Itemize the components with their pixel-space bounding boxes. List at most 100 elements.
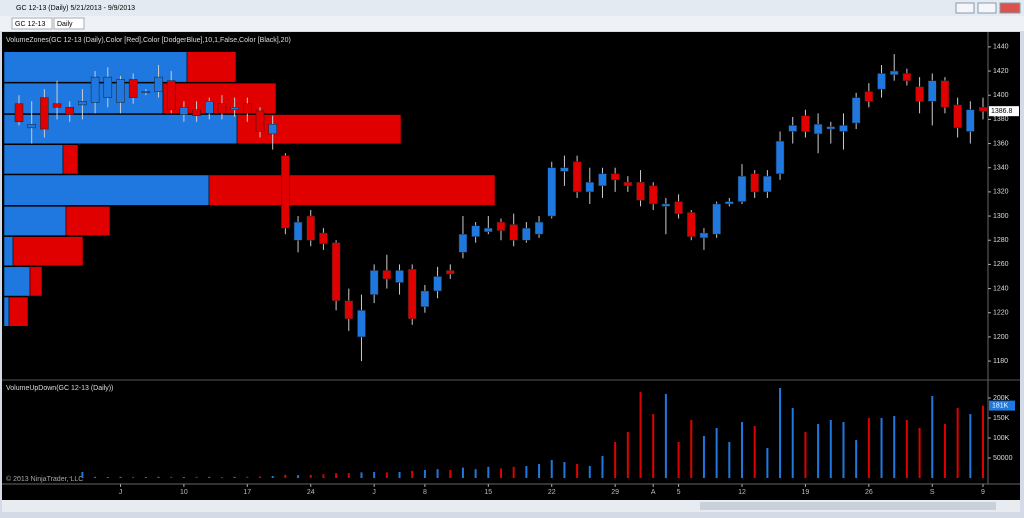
y-tick-label: 1340 [993,165,1009,172]
candle-body [496,221,506,231]
volume-tick-label: 150K [993,415,1010,422]
candle-body [928,80,937,102]
candle-body [268,123,277,135]
zone-up [3,174,210,206]
candle-body [446,270,455,275]
volume-bar [246,476,249,478]
candle-body [344,300,354,320]
zone-down [208,174,496,206]
maximize-button[interactable] [977,2,997,14]
volume-bar [550,460,553,478]
zone-up [3,236,14,267]
instrument-box[interactable] [11,17,53,30]
y-tick-label: 1440 [993,44,1009,51]
volume-bar [982,405,984,478]
y-tick-label: 1420 [993,68,1009,75]
volume-bar [144,477,147,478]
volume-tick-label: 50000 [993,455,1013,462]
candle-body [889,70,899,75]
volume-bar [563,462,566,478]
volume-bar [728,442,731,478]
period: Daily [57,21,73,28]
x-tick-label: 9 [981,489,985,496]
candle-body [154,76,163,92]
candle-body [484,227,493,233]
volume-bar [677,442,680,478]
candle-body [281,155,290,229]
y-tick-label: 1200 [993,334,1009,341]
last-volume-label: 181K [992,402,1009,409]
volume-bar [791,408,794,478]
last-price-box [989,106,1019,117]
volume-bar [753,426,756,478]
volume-bar [779,388,782,478]
last-volume-box [989,400,1015,411]
volume-bar [18,476,20,478]
candle-body [648,185,658,205]
candle-body [560,167,569,172]
volume-bar [132,476,135,478]
y-tick-label: 1260 [993,261,1009,268]
volume-bar [880,418,883,478]
candle-body [953,104,962,129]
close-button[interactable] [999,2,1021,14]
candle-body [192,109,201,117]
candle-body [243,103,252,114]
volume-bar [309,474,312,478]
candle-body [293,221,303,241]
title-bar [0,0,1024,16]
zone-up [3,82,164,114]
zone-down [62,144,79,175]
candle-body [585,181,595,193]
volume-bar [208,476,211,478]
scroll-thumb[interactable] [700,502,996,510]
candle-body [382,270,392,280]
candle-body [737,175,747,202]
y-tick-label: 1240 [993,285,1009,292]
minimize-button[interactable] [955,2,975,14]
volume-bar [182,477,185,478]
candle-body [78,101,87,106]
x-tick-label: J [119,489,123,496]
candle-body [116,79,125,103]
volume-bar [639,392,642,478]
volume-bar [715,428,718,478]
candle-body [65,107,74,115]
candle-body [230,107,239,110]
volume-bar [804,432,807,478]
candle-body [699,232,709,239]
zone-down [65,206,111,236]
candle-body [407,268,417,320]
volume-tick-label: 200K [993,395,1010,402]
candle-body [14,103,24,123]
volume-bar [893,416,896,478]
volume-bar [817,424,820,478]
volume-bar [741,422,743,478]
volume-bar [829,420,832,478]
candle-body [217,103,227,114]
candle-body [661,203,671,207]
volume-bar [360,472,363,478]
candle-body [636,181,645,201]
volume-bar [690,420,693,478]
volume-bar [867,418,870,478]
zone-down [8,296,29,327]
volume-bar [626,432,629,478]
y-tick-label: 1400 [993,92,1009,99]
candle-body [864,91,874,102]
x-tick-label: 12 [738,489,746,496]
volume-bar [842,422,845,478]
zone-up [3,266,31,297]
y-tick-label: 1320 [993,189,1009,196]
y-tick-label: 1300 [993,213,1009,220]
volume-bar [614,442,617,478]
toolbar [0,16,1024,31]
x-tick-label: J [372,489,376,496]
candle-body [522,227,531,241]
period-box[interactable] [53,17,85,30]
volume-bar [56,477,59,478]
zone-down [186,51,237,83]
candle-body [90,76,100,103]
candle-body [940,80,950,108]
